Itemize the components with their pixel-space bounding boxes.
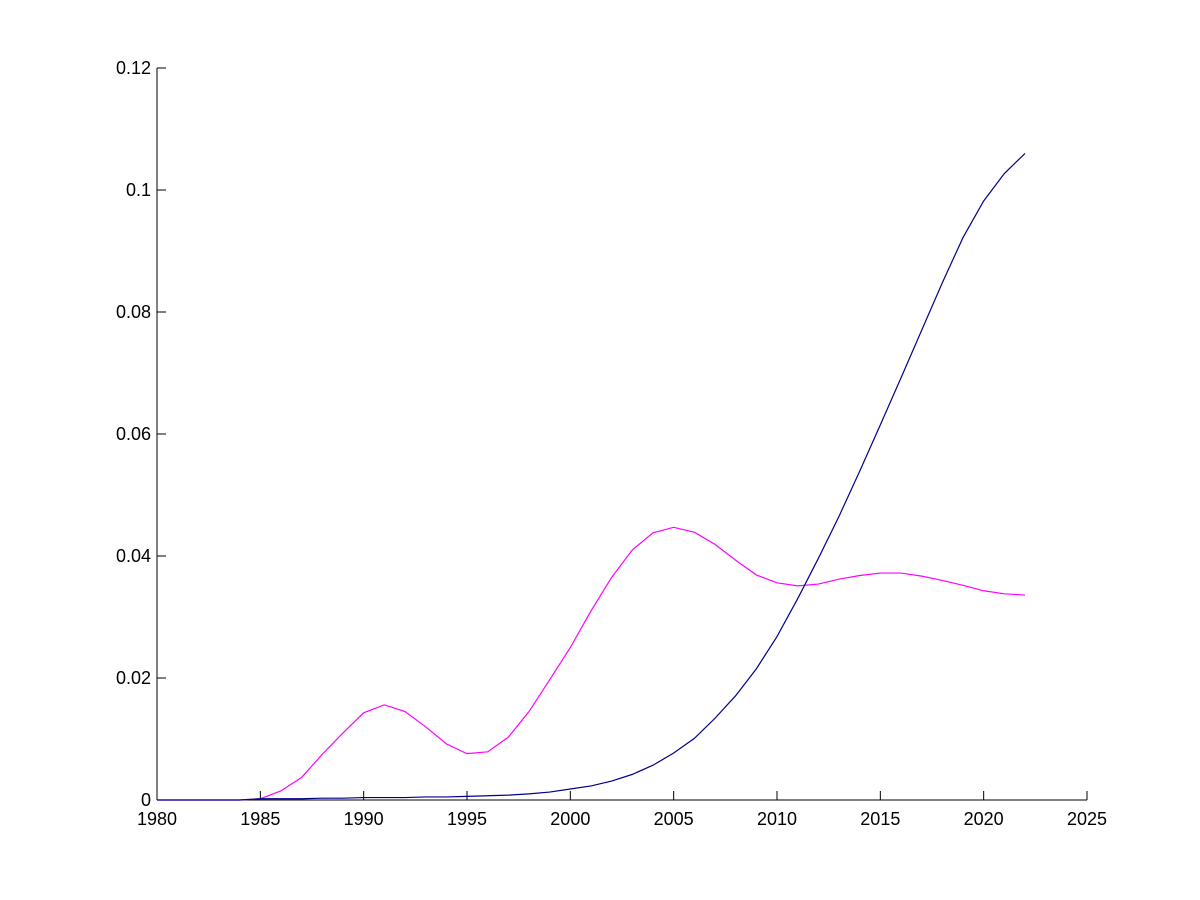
x-tick-label: 1980 [137, 809, 177, 829]
y-tick-label: 0.12 [116, 58, 151, 78]
series-lines [157, 152, 1026, 801]
x-tick-label: 2015 [860, 809, 900, 829]
tick-labels: 1980 1985 1990 1995 2000 2005 2010 2015 2020 2025… [116, 58, 1107, 829]
x-tick-label: 2005 [654, 809, 694, 829]
y-tick-label: 0 [141, 790, 151, 810]
x-tick-label: 2010 [757, 809, 797, 829]
x-tick-label: 2020 [964, 809, 1004, 829]
y-tick-label: 0.02 [116, 668, 151, 688]
y-tick-label: 0.04 [116, 546, 151, 566]
y-tick-label: 0.06 [116, 424, 151, 444]
x-tick-label: 2000 [550, 809, 590, 829]
x-tick-label: 1985 [240, 809, 280, 829]
series-line-2 [157, 152, 1026, 801]
series-line-1 [157, 526, 1026, 801]
x-tick-label: 1990 [344, 809, 384, 829]
axes [156, 67, 1088, 801]
x-tick-label: 1995 [447, 809, 487, 829]
y-tick-label: 0.1 [126, 180, 151, 200]
x-tick-label: 2025 [1067, 809, 1107, 829]
y-tick-label: 0.08 [116, 302, 151, 322]
